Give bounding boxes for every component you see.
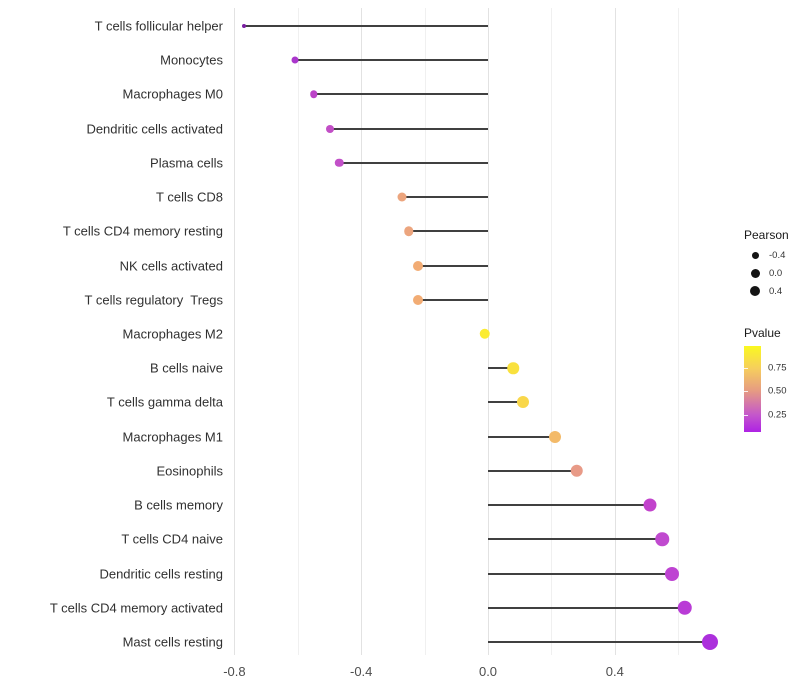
category-label: Monocytes xyxy=(160,52,223,68)
category-label: NK cells activated xyxy=(119,258,223,274)
data-point-dot xyxy=(479,328,491,340)
stem xyxy=(313,93,488,96)
gridline-minor xyxy=(551,8,553,655)
pvalue-tick-label: 0.50 xyxy=(768,385,787,397)
legend-size-label: 0.4 xyxy=(769,285,783,297)
data-point-dot xyxy=(548,430,561,443)
data-point-dot xyxy=(291,56,299,64)
stem xyxy=(488,640,710,643)
stem xyxy=(294,59,488,62)
data-point-dot xyxy=(241,24,246,28)
data-point-dot xyxy=(643,498,657,512)
legend-pvalue: Pvalue 0.75 0.50 0.25 xyxy=(744,326,800,432)
category-label: Plasma cells xyxy=(150,155,223,171)
pvalue-gradient-bar xyxy=(744,346,761,432)
legend-size-dot xyxy=(749,285,761,297)
data-point-dot xyxy=(507,362,520,374)
category-label: T cells gamma delta xyxy=(106,394,223,410)
category-label: B cells naive xyxy=(150,360,223,376)
stem xyxy=(488,606,685,609)
data-point-dot xyxy=(309,90,318,99)
stem xyxy=(418,298,488,301)
stem xyxy=(402,196,488,199)
stem xyxy=(488,435,555,438)
legend-pvalue-title: Pvalue xyxy=(744,326,781,340)
category-label: Dendritic cells activated xyxy=(86,121,223,137)
gridline-minor xyxy=(678,8,680,655)
pvalue-gradient-wrap: 0.75 0.50 0.25 xyxy=(744,346,787,432)
stem xyxy=(408,230,488,233)
data-point-dot xyxy=(677,600,692,615)
x-axis-tick-label: -0.4 xyxy=(349,664,373,679)
pvalue-gradient-tick xyxy=(744,390,748,392)
x-axis-tick-label: -0.8 xyxy=(223,664,246,679)
category-label: T cells CD4 memory activated xyxy=(49,600,223,616)
stem xyxy=(488,538,663,541)
data-point-dot xyxy=(404,226,414,237)
category-label: B cells memory xyxy=(134,497,223,513)
gridline-major xyxy=(361,8,363,655)
legend-size-item: 0.4 xyxy=(744,282,800,300)
pvalue-gradient-tick xyxy=(744,414,748,416)
legend-pearson: Pearson -0.4 0.0 0.4 xyxy=(744,228,800,300)
legend-size-dot-cell xyxy=(744,285,766,297)
legend-size-item: 0.0 xyxy=(744,264,800,282)
legend-size-label: -0.4 xyxy=(769,249,786,261)
data-point-dot xyxy=(701,633,718,650)
legend-size-dot xyxy=(751,251,759,259)
category-label: Eosinophils xyxy=(156,463,224,479)
data-point-dot xyxy=(397,192,407,202)
category-label: Macrophages M2 xyxy=(122,326,223,342)
category-label: Macrophages M1 xyxy=(122,429,223,445)
legend: Pearson -0.4 0.0 0.4 Pvalue 0.75 0.50 0.25 xyxy=(744,228,800,432)
category-label: T cells CD8 xyxy=(156,189,223,205)
data-point-dot xyxy=(413,260,424,271)
legend-size-dot-cell xyxy=(744,251,766,259)
category-label: Macrophages M0 xyxy=(122,86,223,102)
legend-size-dot xyxy=(750,268,760,278)
category-label: T cells follicular helper xyxy=(94,18,223,34)
pvalue-gradient-tick xyxy=(744,368,748,370)
x-axis-tick-label: 0.4 xyxy=(605,664,624,679)
data-point-dot xyxy=(516,396,529,409)
data-point-dot xyxy=(413,294,424,305)
legend-pearson-items: -0.4 0.0 0.4 xyxy=(744,246,800,300)
gridline-major xyxy=(614,8,616,655)
stem xyxy=(339,161,488,164)
data-point-dot xyxy=(334,158,344,168)
gridline-minor xyxy=(424,8,426,655)
data-point-dot xyxy=(655,532,670,547)
data-point-dot xyxy=(325,124,334,133)
legend-size-label: 0.0 xyxy=(769,267,783,279)
stem xyxy=(488,504,650,507)
category-label: Mast cells resting xyxy=(122,634,223,650)
gridline-major xyxy=(234,8,236,655)
legend-size-item: -0.4 xyxy=(744,246,800,264)
category-label: T cells regulatory Tregs xyxy=(84,292,223,308)
stem xyxy=(488,401,523,404)
stem xyxy=(488,469,577,472)
stem xyxy=(418,264,488,267)
category-label: T cells CD4 memory resting xyxy=(62,223,223,239)
x-axis-tick-label: 0.0 xyxy=(478,664,498,679)
legend-pearson-title: Pearson xyxy=(744,228,789,242)
stem xyxy=(243,25,488,27)
stem xyxy=(329,127,488,130)
gridline-minor xyxy=(297,8,299,655)
category-label: Dendritic cells resting xyxy=(99,566,223,582)
category-label: T cells CD4 naive xyxy=(121,531,223,547)
stem xyxy=(488,367,514,370)
legend-size-dot-cell xyxy=(744,268,766,278)
stem xyxy=(488,572,672,575)
data-point-dot xyxy=(570,464,583,478)
pvalue-tick-label: 0.25 xyxy=(768,409,787,421)
data-point-dot xyxy=(664,566,679,581)
pvalue-tick-label: 0.75 xyxy=(768,362,787,374)
